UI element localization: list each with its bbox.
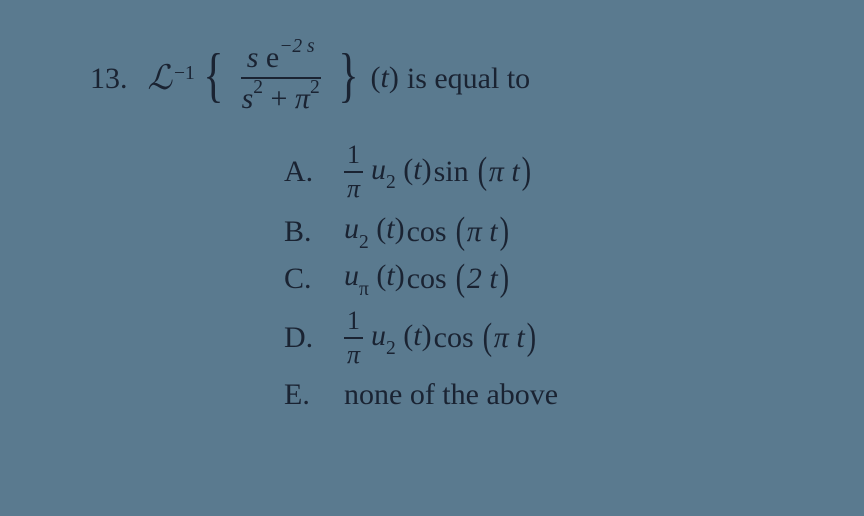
right-brace: } (338, 51, 358, 99)
u-term: uπ (t) (344, 259, 405, 298)
question-expression: ℒ−1 { s e−2 s s2 + π2 } (t) (148, 40, 399, 116)
option-expression: u2 (t) cos (π t) (344, 212, 510, 251)
option-letter: A. (284, 155, 344, 189)
option-row: C.uπ (t) cos (2 t) (284, 259, 804, 298)
den-pi: π (295, 82, 310, 115)
option-letter: B. (284, 215, 344, 249)
laplace-operator: ℒ (148, 58, 173, 98)
option-expression: 1πu2 (t) cos (π t) (344, 306, 537, 370)
options-list: A.1πu2 (t) sin (π t)B.u2 (t) cos (π t)C.… (284, 140, 804, 412)
coef-frac-den: π (344, 173, 363, 204)
coefficient-fraction: 1π (344, 140, 363, 204)
operator-exponent: −1 (174, 63, 195, 85)
den-plus: + (263, 82, 295, 115)
u-term: u2 (t) (344, 212, 405, 251)
option-expression: uπ (t) cos (2 t) (344, 259, 510, 298)
question-number: 13. (90, 40, 128, 96)
trig-term: sin (π t) (434, 155, 533, 189)
fraction-numerator: s e−2 s (241, 40, 321, 79)
trig-term: cos (π t) (407, 215, 511, 249)
option-row: E.none of the above (284, 378, 804, 412)
fraction-denominator: s2 + π2 (236, 79, 326, 116)
option-row: A.1πu2 (t) sin (π t) (284, 140, 804, 204)
option-letter: C. (284, 262, 344, 296)
trig-term: cos (2 t) (407, 262, 511, 296)
u-term: u2 (t) (371, 153, 432, 192)
coef-frac-num: 1 (344, 306, 363, 339)
trig-term: cos (π t) (434, 321, 538, 355)
coef-frac-num: 1 (344, 140, 363, 173)
left-brace: { (203, 51, 223, 99)
den-s: s (242, 82, 254, 115)
question-page: 13. ℒ−1 { s e−2 s s2 + π2 } (t) is equal… (0, 0, 864, 516)
option-expression: none of the above (344, 378, 558, 412)
num-s: s (247, 41, 259, 74)
main-fraction: s e−2 s s2 + π2 (236, 40, 326, 116)
option-letter: D. (284, 321, 344, 355)
argument-t: (t) (371, 61, 399, 95)
option-expression: 1πu2 (t) sin (π t) (344, 140, 532, 204)
u-term: u2 (t) (371, 319, 432, 358)
coefficient-fraction: 1π (344, 306, 363, 370)
question-stem: 13. ℒ−1 { s e−2 s s2 + π2 } (t) is equal… (90, 40, 804, 116)
option-row: B.u2 (t) cos (π t) (284, 212, 804, 251)
den-s-exp: 2 (253, 77, 263, 98)
option-letter: E. (284, 378, 344, 412)
num-e: e (258, 41, 279, 74)
question-tail: is equal to (407, 40, 530, 96)
den-pi-exp: 2 (310, 77, 320, 98)
option-row: D.1πu2 (t) cos (π t) (284, 306, 804, 370)
coef-frac-den: π (344, 339, 363, 370)
num-exp: −2 s (279, 36, 314, 57)
